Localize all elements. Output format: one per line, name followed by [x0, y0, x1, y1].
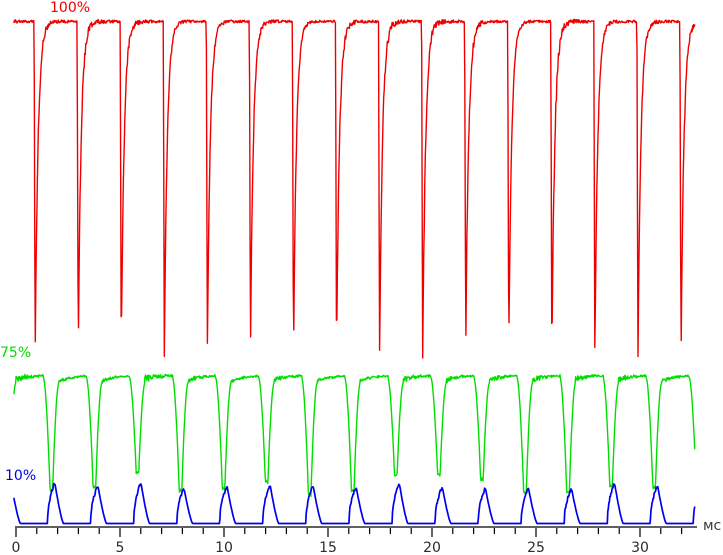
series-trace-75pct: [13, 373, 696, 497]
x-axis-tick-label: 30: [631, 540, 649, 555]
x-axis-tick-label: 25: [527, 540, 545, 555]
x-axis-tick-label: 0: [12, 540, 21, 555]
series-trace-100pct: [13, 18, 696, 359]
series-label-10pct: 10%: [5, 468, 37, 484]
x-axis-unit-label: мс: [703, 518, 722, 534]
x-axis-tick-label: 5: [116, 540, 125, 555]
series-trace-10pct: [13, 482, 696, 525]
x-axis-tick-label: 10: [215, 540, 233, 555]
x-axis-tick-label: 15: [319, 540, 337, 555]
series-label-75pct: 75%: [0, 345, 32, 361]
series-label-100pct: 100%: [50, 0, 91, 16]
x-axis: 0 5 10 15 20 25 30: [12, 526, 697, 555]
x-axis-tick-label: 20: [423, 540, 441, 555]
